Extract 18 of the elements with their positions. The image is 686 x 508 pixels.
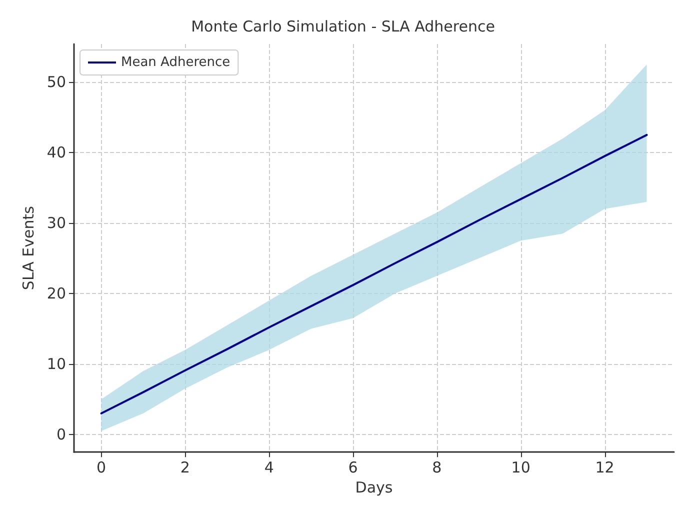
x-tick-label: 10	[511, 458, 530, 477]
y-axis-title: SLA Events	[20, 206, 38, 290]
y-tick-label: 30	[46, 214, 66, 232]
y-tick-label: 40	[46, 144, 66, 162]
x-tick-label: 4	[264, 458, 274, 477]
x-tick-label: 12	[595, 458, 614, 477]
line-series	[100, 134, 648, 414]
y-tick-label: 0	[56, 425, 66, 444]
y-tick-label: 50	[46, 73, 66, 92]
x-tick-label: 6	[348, 458, 358, 477]
x-axis-title: Days	[355, 478, 393, 496]
x-tick-label: 0	[96, 458, 106, 477]
legend-label: Mean Adherence	[121, 55, 230, 70]
y-tick-label: 10	[46, 354, 66, 373]
chart-title: Monte Carlo Simulation - SLA Adherence	[191, 18, 495, 36]
x-tick-label: 8	[432, 458, 442, 477]
x-tick-label: 2	[180, 458, 190, 477]
y-tick-label: 20	[46, 284, 66, 303]
